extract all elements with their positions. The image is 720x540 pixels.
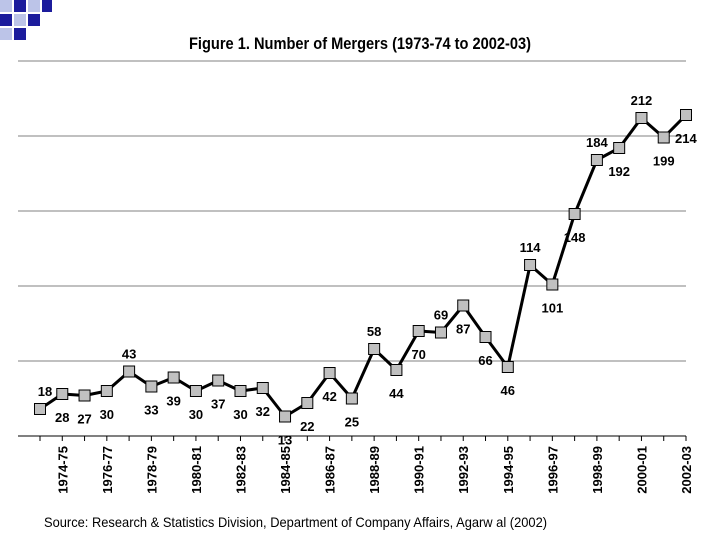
data-label: 184	[586, 135, 608, 150]
data-label: 25	[345, 415, 359, 430]
data-label: 44	[389, 386, 404, 401]
x-tick-label: 1976-77	[100, 446, 115, 494]
data-label: 212	[631, 93, 653, 108]
data-label: 28	[55, 410, 69, 425]
x-tick-label: 1998-99	[590, 446, 605, 494]
data-point-marker	[457, 299, 470, 312]
data-point-marker	[145, 380, 158, 393]
data-point-marker	[501, 361, 514, 373]
slide-corner-decoration	[0, 0, 52, 40]
data-label: 114	[520, 240, 542, 255]
series-line	[39, 113, 688, 418]
source-note: Source: Research & Statistics Division, …	[44, 514, 548, 530]
data-point-marker	[234, 385, 247, 397]
data-point-marker	[368, 343, 381, 355]
data-label: 66	[478, 353, 492, 368]
data-point-marker	[34, 403, 46, 415]
data-point-marker	[345, 392, 358, 405]
data-label: 148	[564, 230, 586, 245]
data-point-marker	[100, 385, 113, 397]
data-markers	[34, 109, 692, 423]
data-label: 30	[233, 407, 247, 422]
data-label: 43	[122, 347, 136, 362]
data-point-marker	[657, 131, 670, 144]
x-tick-label: 1982-83	[233, 446, 248, 494]
chart-title: Figure 1. Number of Mergers (1973-74 to …	[188, 34, 532, 53]
data-point-marker	[434, 326, 447, 339]
data-label: 46	[501, 383, 515, 398]
data-label: 22	[300, 419, 314, 434]
series-line-path	[39, 113, 688, 418]
data-label: 70	[411, 347, 425, 362]
data-label: 37	[211, 397, 225, 412]
x-tick-labels: 1974-75 1976-77 1978-79 1980-81 1982-83 1984-…	[55, 446, 694, 494]
x-tick-label: 1984-85	[278, 446, 293, 494]
x-tick-label: 1990-91	[412, 446, 427, 494]
data-label: 18	[38, 384, 52, 399]
data-point-marker	[390, 364, 403, 376]
data-point-marker	[613, 142, 626, 154]
data-point-marker	[212, 374, 225, 387]
x-tick-label: 1974-75	[55, 446, 70, 494]
data-point-marker	[680, 109, 692, 121]
data-label: 192	[608, 164, 630, 179]
data-point-marker	[479, 331, 492, 343]
data-point-marker	[568, 208, 581, 220]
data-point-marker	[412, 325, 425, 337]
x-tick-label: 1980-81	[189, 446, 204, 494]
data-label: 27	[77, 412, 91, 427]
data-point-marker	[256, 382, 269, 394]
gridlines	[18, 60, 686, 362]
data-point-marker	[189, 385, 202, 397]
data-label: 69	[434, 308, 448, 323]
data-label: 30	[100, 407, 114, 422]
data-label: 101	[541, 301, 563, 316]
data-point-marker	[635, 112, 648, 124]
data-point-marker	[590, 154, 603, 166]
x-tick-label: 2000-01	[634, 446, 649, 494]
data-point-marker	[123, 365, 136, 378]
data-point-marker	[78, 389, 91, 402]
data-label: 42	[322, 389, 336, 404]
x-tick-label: 1988-89	[367, 446, 382, 494]
data-point-marker	[301, 397, 314, 409]
data-point-marker	[323, 367, 336, 379]
x-tick-label: 1996-97	[545, 446, 560, 494]
data-label: 87	[456, 322, 470, 337]
x-tick-label: 1994-95	[501, 446, 516, 494]
data-point-marker	[56, 388, 69, 400]
data-label: 214	[675, 131, 697, 146]
data-label: 39	[166, 394, 180, 409]
x-tick-label: 1986-87	[323, 446, 338, 494]
data-point-marker	[524, 259, 537, 271]
data-label: 30	[189, 407, 203, 422]
data-point-marker	[167, 371, 180, 384]
data-label: 199	[653, 154, 675, 169]
data-label: 33	[144, 403, 158, 418]
axes	[18, 435, 687, 441]
data-point-marker	[546, 278, 559, 291]
x-tick-label: 1978-79	[144, 446, 159, 494]
data-point-marker	[279, 410, 292, 423]
data-label: 13	[278, 433, 292, 448]
data-label: 58	[367, 324, 381, 339]
x-tick-label: 1992-93	[456, 446, 471, 494]
x-tick-label: 2002-03	[679, 446, 694, 494]
data-label: 32	[256, 404, 270, 419]
